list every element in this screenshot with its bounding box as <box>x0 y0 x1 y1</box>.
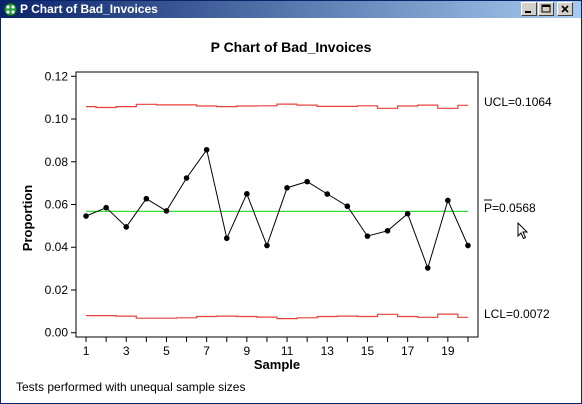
x-tick-label: 7 <box>203 344 210 358</box>
y-tick-label: 0.04 <box>45 240 69 254</box>
minimize-button[interactable] <box>521 2 537 16</box>
mouse-pointer-icon <box>517 221 529 245</box>
maximize-icon <box>541 4 551 13</box>
x-tick-label: 1 <box>83 344 90 358</box>
x-tick-label: 3 <box>123 344 130 358</box>
title-bar[interactable]: P Chart of Bad_Invoices <box>1 1 581 18</box>
y-tick-label: 0.12 <box>45 69 69 83</box>
p-bar-symbol: P <box>484 201 492 215</box>
x-tick-label: 9 <box>244 344 251 358</box>
close-button[interactable] <box>557 2 573 16</box>
ucl-label: UCL=0.1064 <box>484 95 552 109</box>
data-point <box>123 224 130 230</box>
data-point <box>244 191 250 197</box>
data-point <box>465 242 471 249</box>
data-point <box>143 195 150 202</box>
close-icon <box>561 5 569 13</box>
x-tick-label: 11 <box>281 344 294 358</box>
data-point <box>183 175 190 181</box>
y-axis-label: Proportion <box>20 185 35 251</box>
x-tick-label: 15 <box>361 344 375 358</box>
minitab-graph-icon <box>3 2 18 17</box>
ucl-line <box>86 103 468 109</box>
x-tick-label: 17 <box>401 344 415 358</box>
proportion-series <box>83 146 471 271</box>
data-point <box>304 178 310 185</box>
data-point <box>284 185 290 191</box>
proportion-line <box>85 148 469 270</box>
data-point <box>103 204 109 211</box>
data-point <box>364 233 371 239</box>
control-limits <box>86 103 468 320</box>
y-axis: 0.00 0.02 0.04 0.06 0.08 0.10 0.12 <box>45 69 76 340</box>
y-tick-label: 0.08 <box>45 155 69 169</box>
data-point <box>445 197 451 204</box>
x-axis-label: Sample <box>254 357 300 372</box>
maximize-button[interactable] <box>538 2 554 16</box>
lcl-line <box>86 313 468 320</box>
data-point <box>404 210 411 217</box>
y-tick-label: 0.06 <box>45 198 69 212</box>
data-point <box>163 208 170 214</box>
center-line-value: =0.0568 <box>492 201 536 215</box>
data-point <box>424 265 431 271</box>
y-tick-label: 0.10 <box>45 112 69 126</box>
footnote: Tests performed with unequal sample size… <box>16 380 246 394</box>
p-chart: P Chart of Bad_Invoices 0.00 0.02 0.04 0.06… <box>20 39 552 372</box>
lcl-label: LCL=0.0072 <box>484 307 550 321</box>
chart-title: P Chart of Bad_Invoices <box>211 39 372 55</box>
data-point <box>344 203 351 210</box>
data-point <box>203 146 210 153</box>
minimize-icon <box>525 11 531 13</box>
x-tick-label: 5 <box>163 344 170 358</box>
y-tick-label: 0.00 <box>45 326 69 340</box>
data-point <box>83 213 89 219</box>
plot-frame <box>75 71 479 338</box>
center-line-label: P=0.0568 <box>484 201 536 215</box>
chart-area: P Chart of Bad_Invoices 0.00 0.02 0.04 0.06… <box>1 18 581 403</box>
data-point <box>324 191 331 197</box>
x-tick-label: 19 <box>441 344 455 358</box>
x-axis: 1 3 5 7 9 11 13 15 17 19 <box>83 337 469 358</box>
y-tick-label: 0.02 <box>45 283 69 297</box>
window-title: P Chart of Bad_Invoices <box>20 2 158 16</box>
x-tick-label: 13 <box>321 344 335 358</box>
data-point <box>264 242 270 249</box>
data-point <box>384 227 391 234</box>
data-point <box>223 235 230 242</box>
